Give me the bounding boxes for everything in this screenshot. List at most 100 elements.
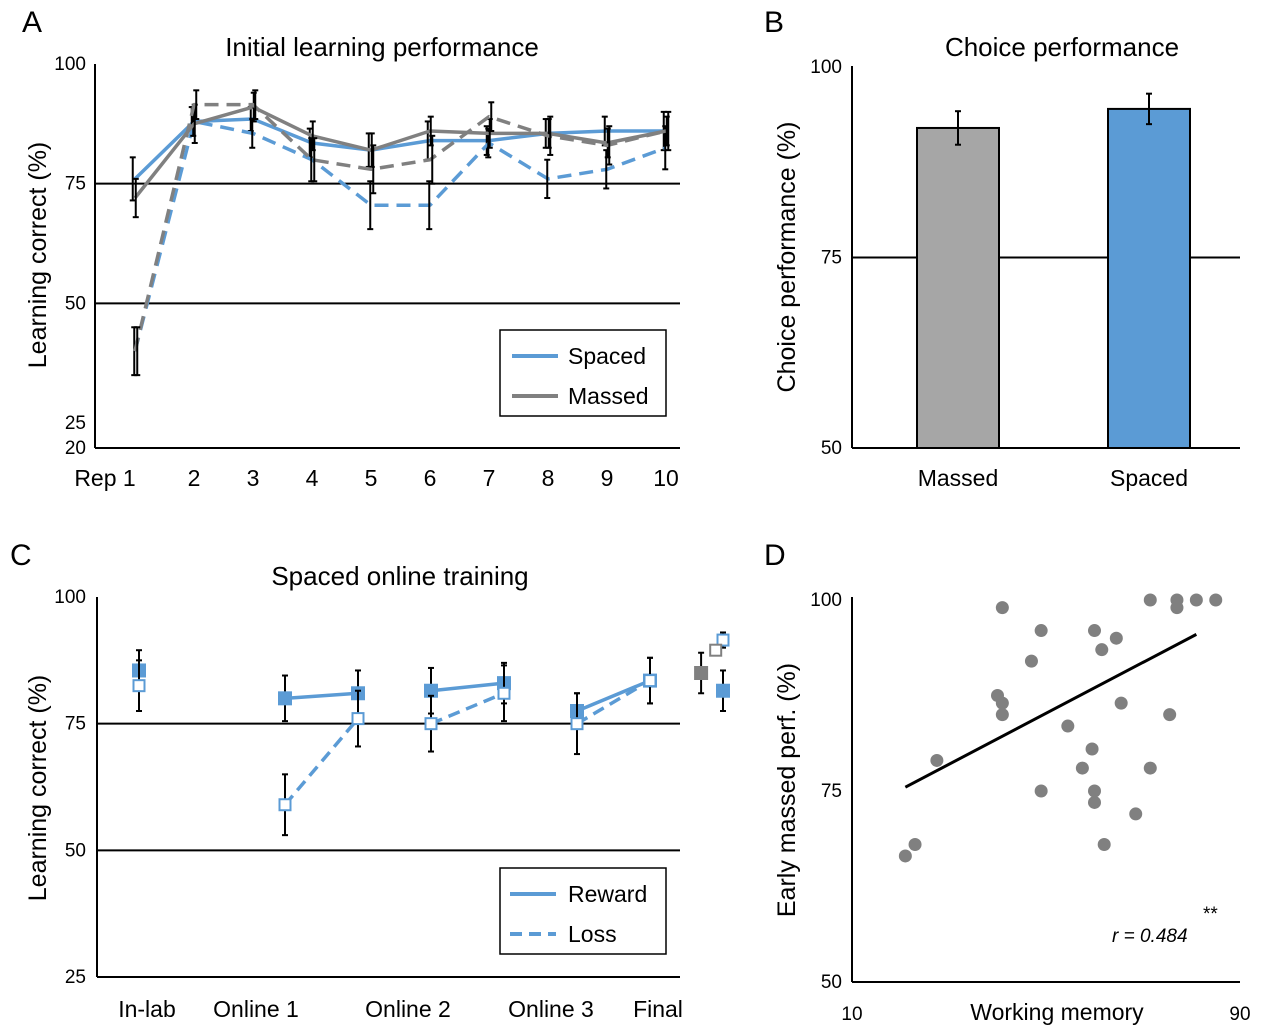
panel-c-axes	[96, 597, 680, 978]
panel-letter-c: C	[10, 539, 32, 572]
panel-d-x-axis-label: Working memory	[970, 999, 1144, 1025]
panel-a-series-line-massed-reward	[133, 105, 667, 200]
panel-a-y-tick-label: 100	[54, 54, 86, 75]
panel-a-y-tick-label: 75	[65, 174, 86, 195]
legend-label-loss: Loss	[568, 921, 617, 947]
legend-label-reward: Reward	[568, 881, 647, 907]
panel-b-x-tick-label: Spaced	[1110, 465, 1188, 491]
panel-d-data-point	[1129, 807, 1143, 821]
panel-a-y-tick-label: 20	[65, 438, 86, 459]
panel-b-y-ticks: 100 75 50	[810, 57, 842, 459]
panel-d-data-point	[1163, 708, 1177, 722]
panel-c-marker-reward	[716, 683, 730, 698]
panel-d-y-tick-label: 75	[821, 781, 842, 802]
panel-c-marker-reward	[278, 691, 292, 706]
panel-d-data-point	[1143, 593, 1157, 607]
panel-d: D Early massed perf. (%) Working memory …	[764, 539, 1251, 1025]
panel-c-x-tick-label: Online 3	[508, 996, 594, 1022]
panel-c-series-line-loss	[576, 679, 651, 726]
panel-b-y-tick-label: 75	[821, 248, 842, 269]
panel-a-x-tick-label: 6	[424, 465, 437, 491]
panel-a-series	[129, 89, 672, 377]
panel-c-y-tick-label: 75	[65, 714, 86, 735]
panel-c-y-ticks: 100 75 50 25	[54, 587, 86, 988]
panel-c-marker-loss	[643, 674, 657, 688]
panel-d-data-point	[1114, 696, 1128, 710]
panel-c-x-tick-label: Online 1	[213, 996, 299, 1022]
panel-d-data-point	[1085, 742, 1099, 756]
panel-a-y-tick-label: 50	[65, 293, 86, 314]
panel-d-data-point	[995, 601, 1009, 615]
panel-d-regression	[904, 633, 1198, 789]
panel-a-x-tick-label: 5	[365, 465, 378, 491]
panel-b-title: Choice performance	[945, 32, 1179, 62]
panel-c-x-tick-label: Final	[633, 996, 683, 1022]
panel-a-x-tick-label: 3	[247, 465, 260, 491]
panel-c-marker-loss	[497, 686, 511, 700]
panel-d-data-point	[1095, 643, 1109, 657]
panel-c-series	[132, 631, 730, 837]
panel-d-data-point	[1034, 624, 1048, 638]
legend-label-spaced: Spaced	[568, 343, 646, 369]
panel-c-legend: Reward Loss	[499, 867, 667, 955]
panel-c-x-ticks: In-lab Online 1 Online 2 Online 3 Final	[118, 996, 683, 1022]
panel-d-x-tick-label: 10	[841, 1004, 862, 1025]
panel-c-y-tick-label: 50	[65, 840, 86, 861]
panel-b-bars	[916, 92, 1191, 450]
panel-c-marker-loss	[351, 712, 365, 726]
panel-d-axes	[851, 597, 1240, 983]
panel-d-data-point	[930, 753, 944, 767]
panel-c-series-line-loss	[430, 691, 505, 726]
panel-d-data-point	[1109, 631, 1123, 645]
panel-c-x-tick-label: Online 2	[365, 996, 451, 1022]
panel-d-data-point	[1024, 654, 1038, 668]
panel-a-series-line-spaced-reward	[133, 117, 666, 181]
panel-a-x-tick-label: 10	[653, 465, 679, 491]
panel-c-marker-loss	[424, 717, 438, 731]
panel-a-axes	[94, 64, 680, 449]
panel-b-x-tick-label: Massed	[918, 465, 999, 491]
panel-a-y-ticks: 100 75 50 25 20	[54, 54, 86, 459]
panel-d-x-tick-label: 90	[1229, 1004, 1250, 1025]
panel-a-legend: Spaced Massed	[499, 329, 667, 417]
panel-a-title: Initial learning performance	[225, 32, 539, 62]
panel-d-data-point	[1088, 795, 1101, 809]
panel-c-marker-loss	[132, 679, 146, 693]
panel-a-y-tick-label: 25	[65, 413, 86, 434]
panel-d-data-point	[908, 837, 922, 851]
panel-d-regression-line	[904, 633, 1198, 789]
panel-a-x-tick-label: 7	[483, 465, 496, 491]
panel-letter-d: D	[764, 539, 786, 572]
panel-c-legend-box	[499, 867, 667, 955]
panel-c-series-line-reward	[284, 691, 359, 701]
panel-a-y-axis-label: Learning correct (%)	[24, 142, 52, 368]
panel-d-data-point	[1034, 784, 1048, 798]
panel-c-y-axis-label: Learning correct (%)	[24, 675, 52, 901]
legend-label-massed: Massed	[568, 383, 649, 409]
panel-a-reference-lines	[95, 182, 680, 305]
panel-c-marker-loss	[716, 633, 730, 647]
panel-d-y-ticks: 100 75 50	[810, 590, 842, 993]
panel-c-title: Spaced online training	[271, 561, 528, 591]
panel-d-data-point	[995, 708, 1009, 722]
panel-d-x-ticks: 10 90	[841, 1004, 1250, 1025]
panel-d-data-point	[1189, 593, 1203, 607]
panel-d-data-point	[1061, 719, 1075, 733]
panel-b-y-axis-label: Choice performance (%)	[773, 122, 801, 393]
panel-c-marker-gray	[709, 643, 723, 657]
panel-d-data-point	[995, 696, 1009, 710]
panel-d-y-axis-label: Early massed perf. (%)	[773, 663, 801, 917]
panel-c-series-line-reward	[430, 681, 505, 693]
panel-d-points	[898, 593, 1223, 863]
panel-a-x-ticks: Rep 1 2 3 4 5 6 7 8 9 10	[74, 465, 678, 491]
panel-b-bar-spaced	[1107, 107, 1191, 449]
panel-d-y-tick-label: 50	[821, 972, 842, 993]
panel-letter-a: A	[22, 6, 42, 39]
panel-b: B Choice performance Choice performance …	[764, 6, 1240, 491]
panel-c-reference-lines	[97, 722, 680, 852]
panel-d-data-point	[1075, 761, 1089, 775]
panel-letter-b: B	[764, 6, 784, 39]
panel-c-marker-loss	[570, 717, 584, 731]
panel-c-y-tick-label: 25	[65, 967, 86, 988]
